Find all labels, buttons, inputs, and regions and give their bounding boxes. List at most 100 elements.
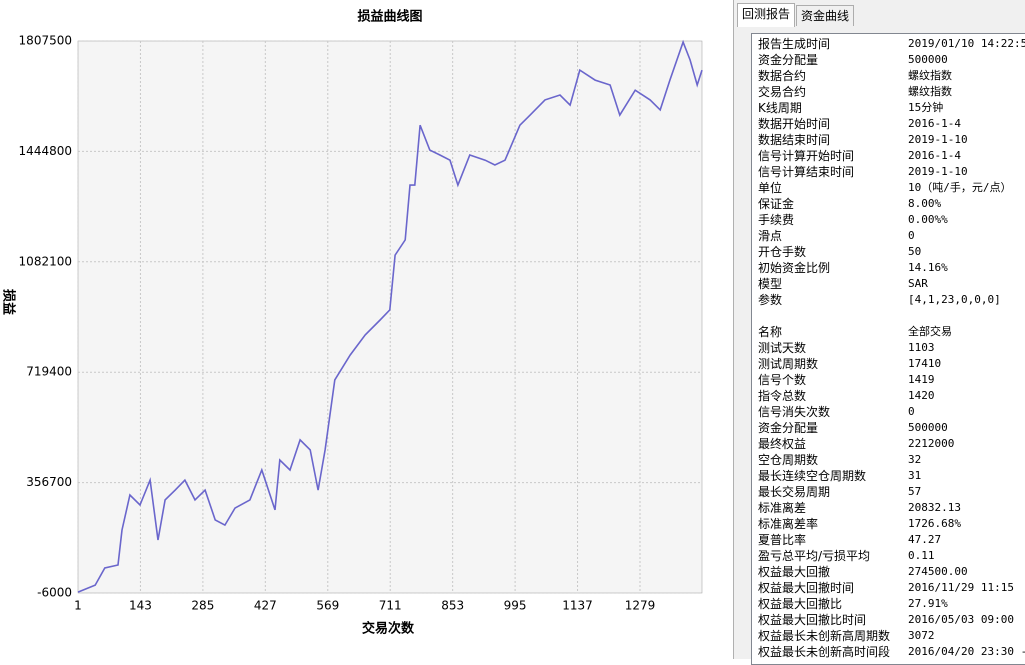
report-row: 测试天数 1103	[758, 340, 1025, 356]
row-value: 17410	[908, 357, 942, 370]
row-label: 参数	[758, 293, 783, 307]
row-value: 32	[908, 453, 922, 466]
row-value: 0.00%%	[908, 213, 948, 226]
row-value: 2212000	[908, 437, 955, 450]
row-label: 信号消失次数	[758, 405, 831, 419]
report-row: 空仓周期数 32	[758, 452, 1025, 468]
x-tick-label: 995	[504, 599, 527, 613]
y-tick-label: 719400	[26, 365, 72, 379]
row-value: 15分钟	[908, 101, 944, 114]
tab[interactable]: 资金曲线	[796, 5, 855, 26]
row-label: 模型	[758, 277, 783, 291]
row-label: 最终权益	[758, 437, 807, 451]
report-row: 信号计算结束时间 2019-1-10	[758, 164, 1025, 180]
report-row: 滑点 0	[758, 228, 1025, 244]
report-row: 信号个数 1419	[758, 372, 1025, 388]
row-label: 最长连续空仓周期数	[758, 469, 867, 483]
report-row: 夏普比率 47.27	[758, 532, 1025, 548]
row-value: 螺纹指数	[908, 69, 952, 82]
row-value: 500000	[908, 421, 948, 434]
y-tick-label: 1807500	[19, 34, 72, 48]
equity-line	[77, 39, 703, 593]
row-value: 20832.13	[908, 501, 961, 514]
report-row: 信号计算开始时间 2016-1-4	[758, 148, 1025, 164]
row-value: 2016/11/29 11:15	[908, 581, 1014, 594]
row-label: 信号计算开始时间	[758, 149, 855, 163]
row-label: K线周期	[758, 101, 802, 115]
row-value: 31	[908, 469, 922, 482]
row-value: 500000	[908, 53, 948, 66]
row-label: 最长交易周期	[758, 485, 831, 499]
row-value: 2019-1-10	[908, 133, 968, 146]
x-tick-label: 711	[379, 599, 402, 613]
report-row: 权益最大回撤 274500.00	[758, 564, 1025, 580]
row-value: 10（吨/手，元/点）	[908, 181, 1012, 194]
row-value: 1726.68%	[908, 517, 961, 530]
report-panel: 回测报告 资金曲线 报告生成时间 2019/01/10 14:22:54 资金分配量 5…	[733, 0, 1025, 665]
row-value: 2016/05/03 09:00	[908, 613, 1014, 626]
report-row: 数据合约 螺纹指数	[758, 68, 1025, 84]
report-row: 测试周期数 17410	[758, 356, 1025, 372]
row-value: 8.00%	[908, 197, 942, 210]
row-value: 0.11	[908, 549, 935, 562]
x-tick-label: 1	[74, 599, 82, 613]
tab[interactable]: 回测报告	[737, 3, 796, 27]
row-label: 资金分配量	[758, 421, 819, 435]
chart: 损益曲线图 损益 交易次数 -6000356700719400108210014…	[1, 9, 703, 637]
row-value: 0	[908, 405, 915, 418]
row-label: 滑点	[758, 229, 783, 243]
report-row: 单位 10（吨/手，元/点）	[758, 180, 1025, 196]
row-value: 螺纹指数	[908, 85, 952, 98]
row-label: 空仓周期数	[758, 453, 819, 467]
row-label: 指令总数	[758, 389, 807, 403]
row-label: 权益最大回撤时间	[758, 581, 855, 595]
report-row: 数据结束时间 2019-1-10	[758, 132, 1025, 148]
row-value: 2016-1-4	[908, 149, 961, 162]
row-value: 2016/04/20 23:30 - 2	[908, 645, 1025, 658]
report-row: 数据开始时间 2016-1-4	[758, 116, 1025, 132]
report-row: 权益最大回撤比 27.91%	[758, 596, 1025, 612]
report-row: 资金分配量 500000	[758, 420, 1025, 436]
report-row: 模型 SAR	[758, 276, 1025, 292]
row-label: 初始资金比例	[758, 261, 831, 275]
row-label: 开仓手数	[758, 245, 807, 259]
y-tick-label: -6000	[37, 586, 72, 600]
report-row: 权益最长未创新高周期数 3072	[758, 628, 1025, 644]
row-label: 手续费	[758, 213, 795, 227]
row-label: 名称	[758, 325, 783, 339]
report-row: 权益最大回撤时间 2016/11/29 11:15	[758, 580, 1025, 596]
row-label: 标准离差	[758, 501, 807, 515]
report-row: 权益最大回撤比时间 2016/05/03 09:00	[758, 612, 1025, 628]
x-tick-label: 1137	[562, 599, 593, 613]
row-label: 信号个数	[758, 373, 807, 387]
row-value: 274500.00	[908, 565, 968, 578]
report-row: 资金分配量 500000	[758, 52, 1025, 68]
row-label: 标准离差率	[758, 517, 819, 531]
y-tick-label: 356700	[26, 475, 72, 489]
row-label: 盈亏总平均/亏损平均	[758, 549, 871, 563]
row-value: 2019/01/10 14:22:54	[908, 37, 1025, 50]
x-tick-label: 853	[441, 599, 464, 613]
row-value: 1420	[908, 389, 935, 402]
row-label: 报告生成时间	[758, 37, 831, 51]
row-label: 权益最大回撤比	[758, 597, 843, 611]
y-tick-label: 1082100	[19, 254, 72, 268]
row-label: 数据合约	[758, 69, 807, 83]
row-label: 权益最长未创新高时间段	[758, 645, 891, 659]
report-row: 权益最长未创新高时间段 2016/04/20 23:30 - 2	[758, 644, 1025, 660]
row-label: 数据结束时间	[758, 133, 831, 147]
row-label: 信号计算结束时间	[758, 165, 855, 179]
report-row: 参数 [4,1,23,0,0,0]	[758, 292, 1025, 308]
row-value: 27.91%	[908, 597, 948, 610]
row-label: 夏普比率	[758, 533, 807, 547]
report-row: 手续费 0.00%%	[758, 212, 1025, 228]
y-axis-label: 损益	[1, 289, 17, 315]
report-row: 初始资金比例 14.16%	[758, 260, 1025, 276]
row-label: 测试天数	[758, 341, 807, 355]
row-label: 单位	[758, 181, 783, 195]
chart-title: 损益曲线图	[357, 9, 422, 25]
report-row: 标准离差率 1726.68%	[758, 516, 1025, 532]
report-row: 信号消失次数 0	[758, 404, 1025, 420]
report-row: 标准离差 20832.13	[758, 500, 1025, 516]
